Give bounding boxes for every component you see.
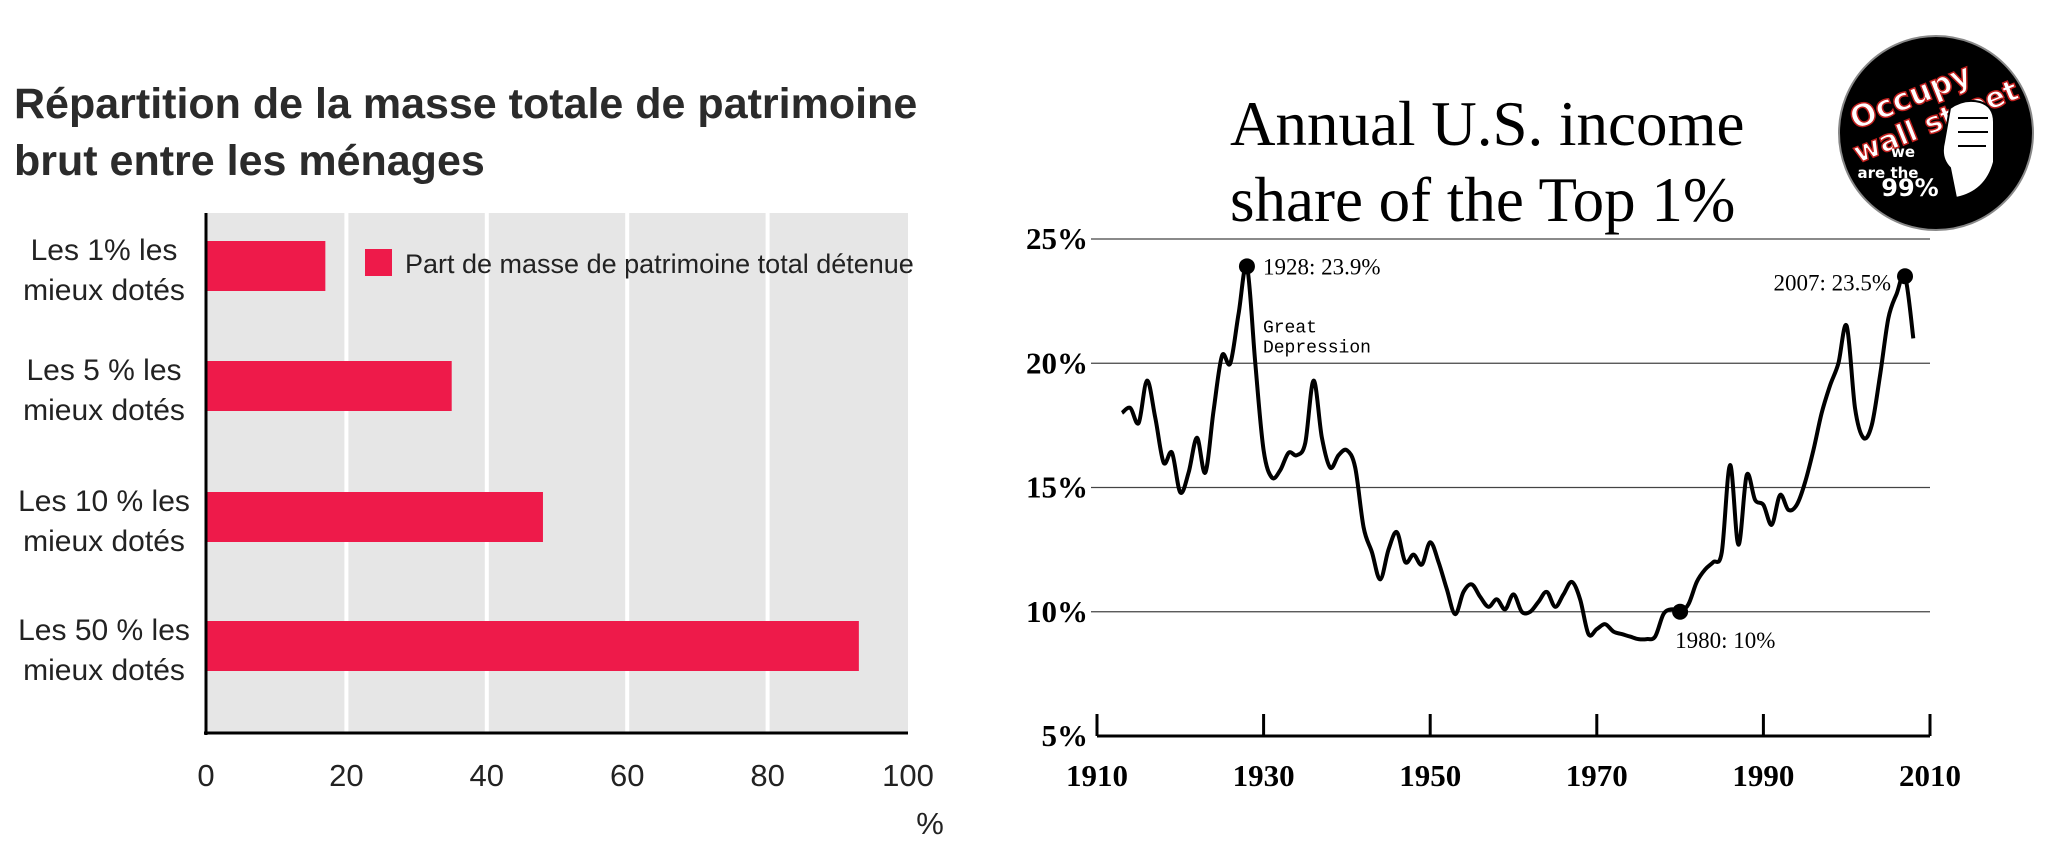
category-label: Les 10 % les: [18, 485, 190, 518]
category-label: Les 50 % les: [18, 614, 190, 647]
x-tick-label: 100: [882, 758, 934, 793]
occupy-wall-street-logo: Occupy wall street we are the 99%: [1838, 35, 2034, 231]
x-tick-label: 1990: [1732, 758, 1794, 793]
right-chart-title-line2: share of the Top 1%: [1230, 165, 1736, 235]
income-share-line-chart: 5% 10% 15% 20% 25% 1910 1930 1950 1970 1990 2010 1…: [1026, 221, 1961, 793]
bar-chart-axes: [204, 213, 908, 735]
highlight-marker: [1672, 603, 1689, 620]
line-chart-gridlines: [1091, 238, 1930, 613]
right-chart-title: Annual U.S. income share of the Top 1%: [1230, 86, 1830, 238]
highlight-marker: [1897, 268, 1914, 285]
highlight-marker: [1238, 258, 1255, 275]
logo-text-are-the: are the: [1858, 164, 1919, 182]
y-tick-label: 20%: [1026, 345, 1088, 380]
bar-chart-legend: Part de masse de patrimoine total détenu…: [365, 249, 914, 279]
legend-swatch: [365, 249, 392, 276]
right-chart-title-line1: Annual U.S. income: [1230, 89, 1745, 159]
left-chart-title: Répartition de la masse totale de patrim…: [14, 76, 934, 190]
bar: [206, 621, 859, 671]
annotation-great-depression-line2: Depression: [1263, 338, 1371, 358]
category-label: Les 1% les: [31, 234, 178, 267]
fist-icon: [1941, 99, 1995, 200]
bar: [206, 492, 543, 542]
x-tick-label: 40: [470, 758, 504, 793]
wealth-bar-chart: Les 1% les mieux dotés Les 5 % les mieux do…: [18, 213, 944, 841]
y-tick-label: 25%: [1026, 221, 1088, 256]
bar-chart-tick-labels: 0 20 40 60 80 100: [197, 758, 933, 793]
annotation-2007: 2007: 23.5%: [1773, 270, 1891, 295]
legend-label: Part de masse de patrimoine total détenu…: [405, 249, 914, 279]
line-chart-axes: [1095, 714, 1932, 738]
line-chart-annotations: 1928: 23.9% Great Depression 1980: 10% 2…: [1263, 254, 1891, 652]
category-label: mieux dotés: [23, 654, 185, 687]
income-share-line: [1120, 263, 1916, 642]
line-chart-tick-labels: 5% 10% 15% 20% 25% 1910 1930 1950 1970 1990 2010: [1026, 221, 1961, 793]
annotation-1928: 1928: 23.9%: [1263, 254, 1381, 279]
x-tick-label: 20: [329, 758, 363, 793]
logo-text-99: 99%: [1881, 174, 1938, 202]
bar: [206, 361, 452, 411]
annotation-great-depression-line1: Great: [1263, 318, 1317, 338]
x-tick-label: 1930: [1233, 758, 1295, 793]
bar-chart-bars: [206, 241, 859, 671]
left-chart-title-line2: brut entre les ménages: [14, 137, 485, 185]
bar-chart-category-labels: Les 1% les mieux dotés Les 5 % les mieux do…: [18, 234, 190, 687]
y-tick-label: 15%: [1026, 470, 1088, 505]
category-label: mieux dotés: [23, 525, 185, 558]
bar: [206, 241, 326, 291]
x-tick-label: 60: [610, 758, 644, 793]
category-label: mieux dotés: [23, 394, 185, 427]
x-tick-label: 1970: [1566, 758, 1628, 793]
line-chart-markers: [1238, 258, 1914, 620]
annotation-1980: 1980: 10%: [1675, 628, 1775, 653]
fist-detail: [1958, 117, 1988, 147]
y-tick-label: 10%: [1026, 594, 1088, 629]
category-label: Les 5 % les: [26, 354, 181, 387]
x-tick-label: 80: [750, 758, 784, 793]
x-tick-label: 0: [197, 758, 214, 793]
y-tick-label: 5%: [1042, 718, 1089, 753]
x-tick-label: 2010: [1899, 758, 1961, 793]
left-chart-title-line1: Répartition de la masse totale de patrim…: [14, 80, 918, 128]
bar-chart-x-unit: %: [916, 806, 944, 841]
logo-text-we: we: [1891, 143, 1915, 161]
x-tick-label: 1910: [1066, 758, 1128, 793]
x-tick-label: 1950: [1399, 758, 1461, 793]
category-label: mieux dotés: [23, 274, 185, 307]
